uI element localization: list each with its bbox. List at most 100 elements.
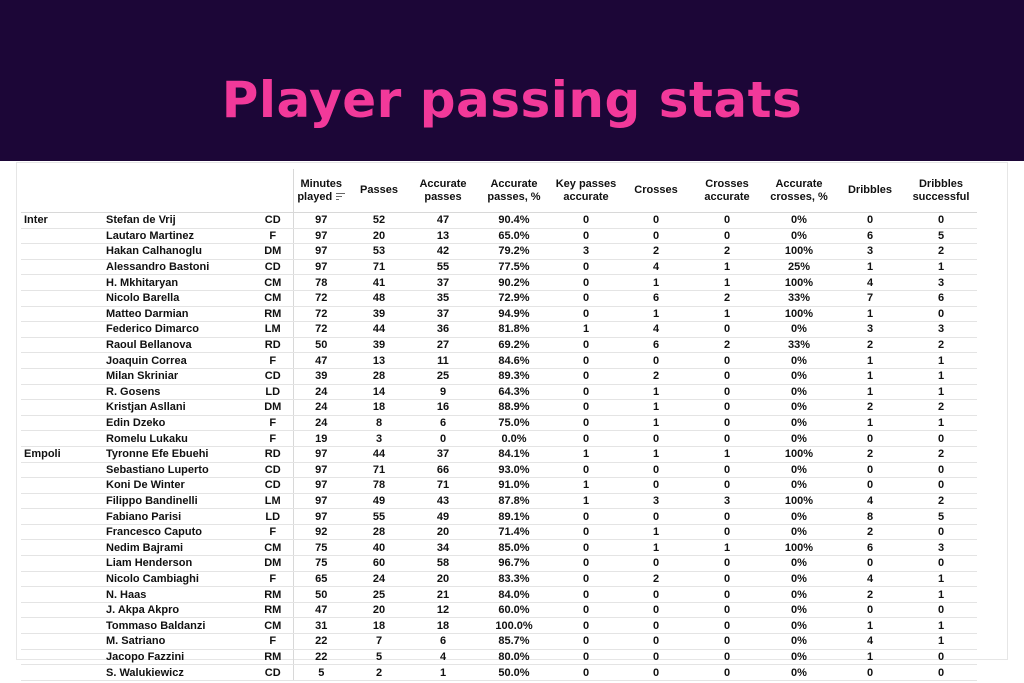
column-header-minutes-played[interactable]: Minutes played (293, 169, 349, 213)
cell-accurate-crosses-pct: 0% (763, 524, 835, 541)
cell-team (21, 539, 103, 557)
cell-dribbles-successful: 6 (905, 290, 977, 307)
cell-team (21, 368, 103, 385)
cell-crosses: 1 (621, 399, 691, 416)
cell-player: Filippo Bandinelli (103, 493, 253, 510)
cell-player: M. Satriano (103, 633, 253, 650)
column-header-label: Accurate passes (419, 177, 467, 203)
table-header-row: Minutes played Passes Accurate passes Accur… (21, 169, 977, 213)
table-row: Lautaro Martinez F 97 20 13 65.0% 0 0 0 0% 6 5 (21, 228, 977, 245)
cell-accurate-crosses-pct: 100% (763, 243, 835, 260)
cell-crosses-accurate: 1 (691, 539, 763, 557)
cell-team (21, 664, 103, 681)
cell-team (21, 508, 103, 525)
cell-crosses-accurate: 0 (691, 649, 763, 666)
cell-crosses-accurate: 1 (691, 445, 763, 463)
cell-passes: 28 (349, 524, 409, 541)
cell-accurate-passes-pct: 84.0% (477, 586, 551, 603)
table-row: H. Mkhitaryan CM 78 41 37 90.2% 0 1 1 100% 4 3 (21, 274, 977, 291)
cell-passes: 49 (349, 493, 409, 510)
cell-accurate-passes-pct: 79.2% (477, 243, 551, 260)
cell-accurate-passes-pct: 72.9% (477, 290, 551, 307)
cell-key-passes-accurate: 0 (551, 602, 621, 619)
cell-passes: 40 (349, 539, 409, 557)
table-row: Empoli Tyronne Efe Ebuehi RD 97 44 37 84.1% 1 1 1… (21, 445, 977, 463)
cell-player: Federico Dimarco (103, 321, 253, 338)
cell-passes: 25 (349, 586, 409, 603)
cell-team (21, 228, 103, 245)
cell-team (21, 571, 103, 588)
cell-crosses: 2 (621, 571, 691, 588)
cell-accurate-crosses-pct: 25% (763, 259, 835, 276)
cell-minutes-played: 78 (293, 274, 349, 291)
cell-key-passes-accurate: 0 (551, 384, 621, 401)
cell-accurate-passes: 27 (409, 337, 477, 354)
cell-dribbles: 0 (835, 212, 905, 229)
column-header-passes[interactable]: Passes (349, 169, 409, 213)
cell-accurate-passes-pct: 64.3% (477, 384, 551, 401)
cell-position: CD (253, 259, 294, 276)
column-header-dribbles-successful[interactable]: Dribbles successful (905, 169, 977, 213)
cell-dribbles-successful: 2 (905, 243, 977, 260)
cell-dribbles: 1 (835, 259, 905, 276)
cell-crosses-accurate: 2 (691, 290, 763, 307)
cell-passes: 18 (349, 617, 409, 635)
cell-accurate-passes: 20 (409, 571, 477, 588)
cell-crosses: 0 (621, 617, 691, 635)
cell-position: F (253, 633, 294, 650)
cell-player: J. Akpa Akpro (103, 602, 253, 619)
column-header-crosses[interactable]: Crosses (621, 169, 691, 213)
column-header-accurate-crosses-pct[interactable]: Accurate crosses, % (763, 169, 835, 213)
column-header-key-passes-accurate[interactable]: Key passes accurate (551, 169, 621, 213)
cell-dribbles: 3 (835, 321, 905, 338)
column-header-accurate-passes-pct[interactable]: Accurate passes, % (477, 169, 551, 213)
table-row: Nicolo Barella CM 72 48 35 72.9% 0 6 2 33% 7 6 (21, 290, 977, 307)
cell-accurate-crosses-pct: 0% (763, 633, 835, 650)
cell-crosses-accurate: 2 (691, 243, 763, 260)
cell-passes: 3 (349, 430, 409, 447)
cell-team (21, 259, 103, 276)
column-header-crosses-accurate[interactable]: Crosses accurate (691, 169, 763, 213)
cell-accurate-crosses-pct: 0% (763, 352, 835, 369)
table-row: Alessandro Bastoni CD 97 71 55 77.5% 0 4 1 25% 1 1 (21, 259, 977, 276)
cell-crosses-accurate: 0 (691, 212, 763, 229)
cell-accurate-passes: 47 (409, 212, 477, 229)
cell-dribbles-successful: 2 (905, 445, 977, 463)
cell-accurate-crosses-pct: 0% (763, 430, 835, 447)
cell-accurate-passes: 37 (409, 445, 477, 463)
cell-crosses-accurate: 1 (691, 306, 763, 323)
cell-crosses: 0 (621, 633, 691, 650)
cell-accurate-crosses-pct: 0% (763, 571, 835, 588)
cell-position: RM (253, 649, 294, 666)
cell-crosses-accurate: 0 (691, 368, 763, 385)
cell-minutes-played: 97 (293, 493, 349, 510)
column-header-accurate-passes[interactable]: Accurate passes (409, 169, 477, 213)
cell-accurate-crosses-pct: 0% (763, 212, 835, 229)
cell-crosses-accurate: 0 (691, 617, 763, 635)
cell-accurate-crosses-pct: 0% (763, 586, 835, 603)
cell-accurate-passes: 37 (409, 306, 477, 323)
cell-crosses: 6 (621, 337, 691, 354)
cell-dribbles-successful: 5 (905, 508, 977, 525)
cell-position: F (253, 415, 294, 432)
column-header-player (103, 169, 253, 213)
cell-crosses: 2 (621, 243, 691, 260)
cell-accurate-passes: 21 (409, 586, 477, 603)
cell-minutes-played: 97 (293, 508, 349, 525)
column-header-dribbles[interactable]: Dribbles (835, 169, 905, 213)
cell-accurate-passes-pct: 81.8% (477, 321, 551, 338)
cell-accurate-passes-pct: 80.0% (477, 649, 551, 666)
cell-accurate-passes-pct: 50.0% (477, 664, 551, 681)
table-row: Edin Dzeko F 24 8 6 75.0% 0 1 0 0% 1 1 (21, 415, 977, 432)
sort-descending-icon[interactable] (336, 192, 346, 201)
cell-team: Empoli (21, 445, 103, 463)
cell-passes: 53 (349, 243, 409, 260)
table-row: Inter Stefan de Vrij CD 97 52 47 90.4% 0 0 0 0% 0 0 (21, 212, 977, 229)
cell-position: CM (253, 539, 294, 557)
cell-accurate-passes: 37 (409, 274, 477, 291)
cell-player: S. Walukiewicz (103, 664, 253, 681)
cell-dribbles: 4 (835, 633, 905, 650)
cell-key-passes-accurate: 0 (551, 306, 621, 323)
cell-passes: 60 (349, 555, 409, 572)
cell-accurate-passes-pct: 75.0% (477, 415, 551, 432)
